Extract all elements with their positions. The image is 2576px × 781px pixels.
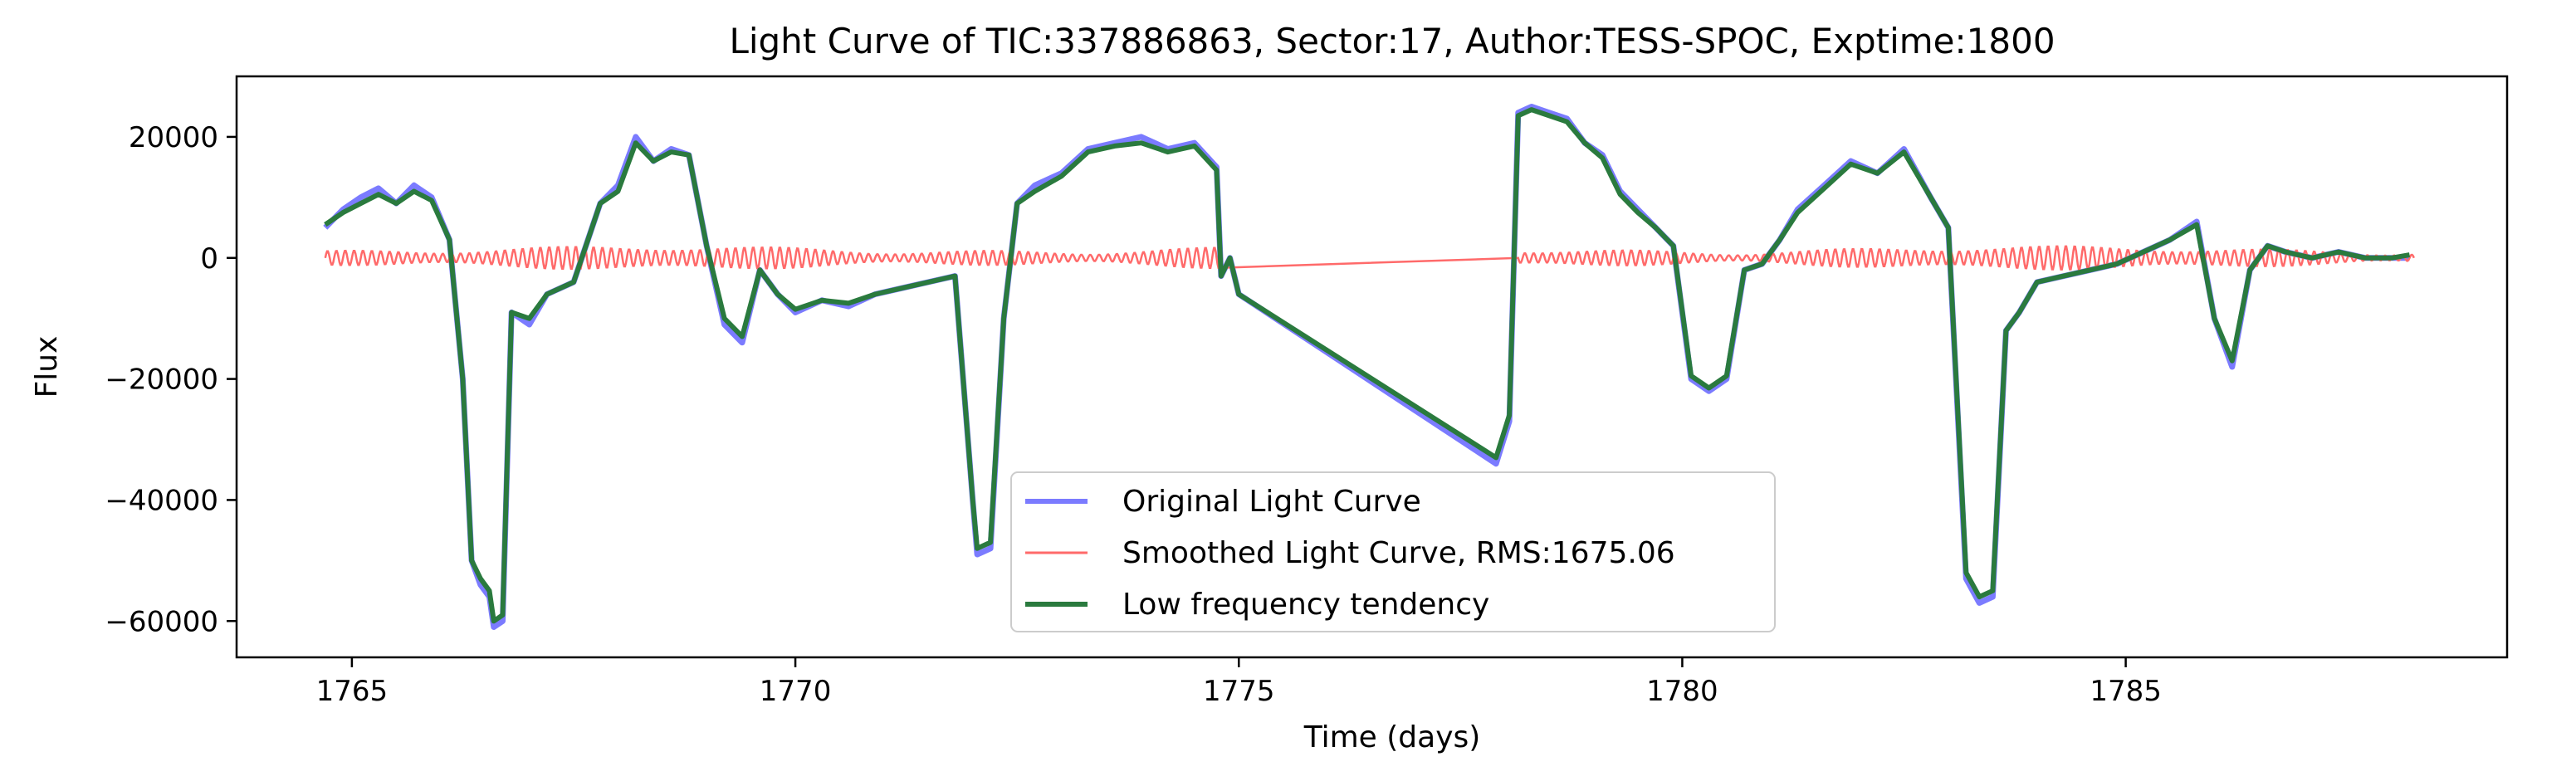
legend-label-original: Original Light Curve: [1122, 485, 1421, 519]
x-tick-label: 1780: [1646, 675, 1718, 708]
y-axis-label: Flux: [30, 336, 64, 398]
legend: Original Light Curve Smoothed Light Curv…: [1010, 471, 1776, 632]
x-axis: 1765 1770 1775 1780 1785: [316, 657, 2162, 708]
x-tick-label: 1775: [1203, 675, 1275, 708]
y-axis: 20000 0 −20000 −40000 −60000: [105, 121, 237, 638]
x-tick-label: 1765: [316, 675, 389, 708]
x-tick-label: 1770: [760, 675, 832, 708]
y-tick-label: 20000: [129, 121, 218, 154]
x-axis-label: Time (days): [1303, 720, 1481, 754]
series-low-frequency-tendency: [324, 107, 2411, 624]
chart-title: Light Curve of TIC:337886863, Sector:17,…: [729, 21, 2055, 61]
legend-box: [1010, 471, 1776, 632]
legend-label-smoothed: Smoothed Light Curve, RMS:1675.06: [1122, 536, 1675, 570]
x-tick-label: 1785: [2090, 675, 2162, 708]
plot-area: [323, 104, 2415, 630]
y-tick-label: −20000: [105, 364, 218, 397]
legend-label-low-frequency: Low frequency tendency: [1122, 588, 1489, 622]
y-tick-label: −40000: [105, 484, 218, 517]
y-tick-label: 0: [200, 242, 218, 276]
y-tick-label: −60000: [105, 605, 218, 638]
plot-frame: [235, 75, 2509, 659]
